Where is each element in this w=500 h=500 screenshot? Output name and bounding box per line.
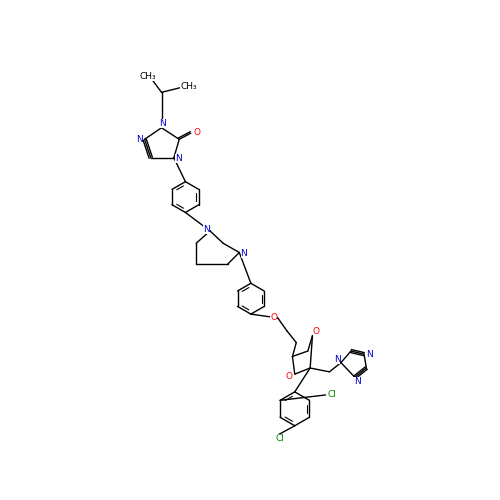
Text: O: O <box>194 128 200 137</box>
Text: N: N <box>354 376 360 386</box>
Text: N: N <box>240 249 248 258</box>
Text: N: N <box>366 350 373 358</box>
Text: N: N <box>136 135 143 144</box>
Text: N: N <box>175 154 182 163</box>
Text: Cl: Cl <box>328 390 336 400</box>
Text: CH₃: CH₃ <box>180 82 197 92</box>
Text: O: O <box>285 372 292 381</box>
Text: O: O <box>270 314 278 322</box>
Text: CH₃: CH₃ <box>140 72 156 80</box>
Text: Cl: Cl <box>276 434 284 444</box>
Text: N: N <box>334 355 340 364</box>
Text: N: N <box>159 120 166 128</box>
Text: O: O <box>313 328 320 336</box>
Text: N: N <box>203 225 209 234</box>
